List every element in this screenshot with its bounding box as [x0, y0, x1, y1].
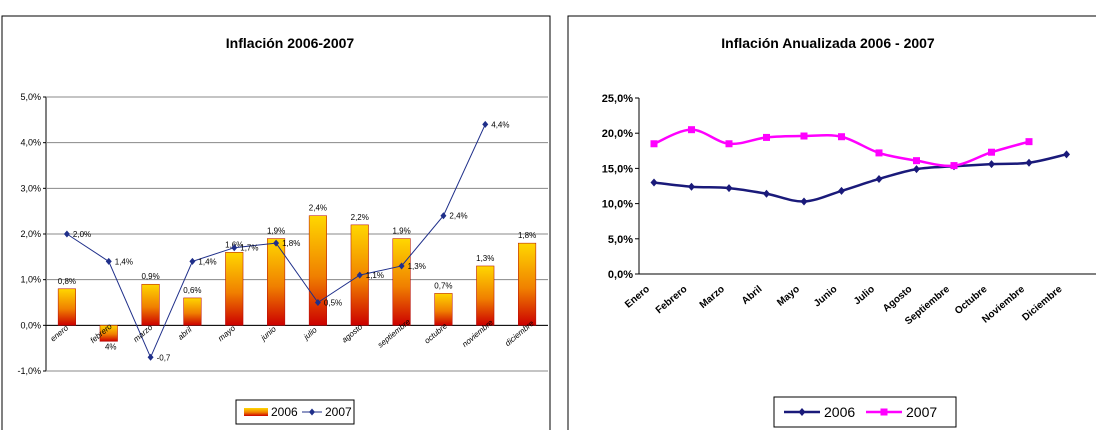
chart2-y-tick-label: 20,0%: [602, 128, 633, 140]
chart1-point-2007: [231, 244, 238, 252]
chart2-point-2007: [913, 157, 920, 165]
chart1-bar-2006: [518, 242, 537, 326]
chart2-legend-marker-2007: [880, 408, 888, 416]
chart1-y-tick-label: 3,0%: [20, 183, 41, 193]
chart1-title: Inflación 2006-2007: [226, 35, 355, 51]
chart1-legend-marker-2007: [309, 408, 315, 416]
chart2-point-2006: [913, 165, 920, 174]
chart2-point-2006: [838, 186, 845, 195]
chart1-bar-2006: [308, 215, 327, 326]
chart1-bar-2006: [141, 283, 160, 326]
chart1-frame: [1, 15, 551, 430]
chart1-bar-label: 4%: [105, 342, 117, 351]
chart2-y-tick-label: 5,0%: [608, 234, 633, 246]
chart2-y-tick-label: 0,0%: [608, 269, 633, 281]
chart2-point-2007: [763, 133, 770, 141]
chart1-point-label: 2,4%: [449, 212, 467, 221]
chart2-point-2007: [688, 126, 695, 134]
chart1-y-tick-label: 4,0%: [20, 138, 41, 148]
chart2-point-2007: [838, 133, 845, 141]
chart1-bar-label: 0,7%: [434, 281, 452, 290]
chart1-bar-label: 1,9%: [392, 227, 410, 236]
chart2-legend-marker-2006: [798, 408, 806, 416]
chart2-point-2007: [800, 132, 808, 140]
chart2-point-2006: [763, 189, 770, 198]
chart2-point-2006: [650, 178, 658, 187]
chart1-bar-2006: [434, 293, 453, 326]
chart1-point-2007: [63, 230, 70, 238]
chart2-y-tick-label: 10,0%: [602, 199, 633, 211]
chart1-point-label: 1,8%: [282, 239, 300, 248]
chart1-bar-2006: [183, 297, 202, 326]
chart1-point-2007: [189, 257, 196, 265]
chart1-bar-2006: [392, 238, 411, 326]
chart1-bar-label: 0,9%: [141, 272, 159, 281]
chart1-bar-label: 1,3%: [476, 254, 494, 263]
chart1-point-label: 2,0%: [73, 230, 91, 239]
chart1-bar-2006: [99, 325, 118, 342]
chart1-point-2007: [482, 120, 489, 128]
chart1-legend-label-2006: 2006: [271, 405, 298, 419]
chart2-point-2006: [988, 160, 995, 169]
chart1-y-tick-label: -1,0%: [17, 366, 41, 376]
chart1-point-2007: [356, 271, 363, 279]
chart1-y-tick-label: 1,0%: [20, 275, 41, 285]
chart1-bar-label: 2,2%: [351, 213, 369, 222]
chart1-point-2007: [105, 257, 112, 265]
chart2-legend-label-2006: 2006: [824, 404, 855, 420]
chart2-point-2007: [988, 148, 995, 156]
chart2-legend-label-2007: 2007: [906, 404, 937, 420]
chart1-y-tick-label: 5,0%: [20, 92, 41, 102]
chart2-point-2007: [1025, 138, 1033, 146]
chart2-point-2006: [1025, 158, 1033, 167]
chart1-point-label: 0,5%: [324, 299, 342, 308]
chart1-bar-2006: [476, 265, 495, 326]
chart1-bar-2006: [57, 288, 76, 326]
chart1-point-label: 1,4%: [115, 257, 133, 266]
chart1-bar-label: 1,9%: [267, 227, 285, 236]
chart1-point-2007: [314, 299, 321, 306]
chart1-point-label: 1,7%: [240, 244, 258, 253]
chart2-title: Inflación Anualizada 2006 - 2007: [721, 35, 935, 51]
chart1-point-label: 1,3%: [408, 262, 426, 271]
chart2-point-2007: [875, 149, 883, 157]
chart1-point-2007: [398, 262, 405, 270]
chart1-bar-label: 0,6%: [183, 286, 201, 295]
chart1-point-label: 1,4%: [198, 257, 216, 266]
chart1-point-2007: [273, 239, 280, 247]
chart2-point-2007: [650, 140, 658, 148]
chart1-point-2007: [147, 353, 154, 361]
chart2-point-2007: [950, 162, 958, 170]
chart2-point-2006: [725, 184, 733, 193]
chart1-point-2007: [440, 212, 447, 220]
chart1-point-label: 4,4%: [491, 120, 509, 129]
chart2-point-2006: [875, 174, 883, 183]
chart2-y-tick-label: 25,0%: [602, 93, 633, 105]
chart1-bar-label: 0,8%: [58, 277, 76, 286]
chart1-bar-label: 1,8%: [518, 231, 536, 240]
chart1-legend-label-2007: 2007: [325, 405, 352, 419]
chart2-frame: [567, 15, 1096, 430]
chart2-y-tick-label: 15,0%: [602, 163, 633, 175]
chart2-point-2006: [688, 182, 695, 191]
chart1-bar-label: 2,4%: [309, 204, 327, 213]
chart1-point-label: -0,7: [157, 353, 171, 362]
chart2-point-2007: [725, 140, 733, 148]
chart1-bar-2006: [267, 238, 286, 326]
chart1-bar-2006: [225, 252, 244, 326]
chart1-y-tick-label: 2,0%: [20, 229, 41, 239]
chart1-y-tick-label: 0,0%: [20, 320, 41, 330]
chart2-point-2006: [1063, 150, 1070, 159]
chart2-point-2006: [800, 197, 808, 206]
chart1-legend-swatch-2006: [244, 408, 268, 416]
chart1-point-label: 1,1%: [366, 271, 384, 280]
